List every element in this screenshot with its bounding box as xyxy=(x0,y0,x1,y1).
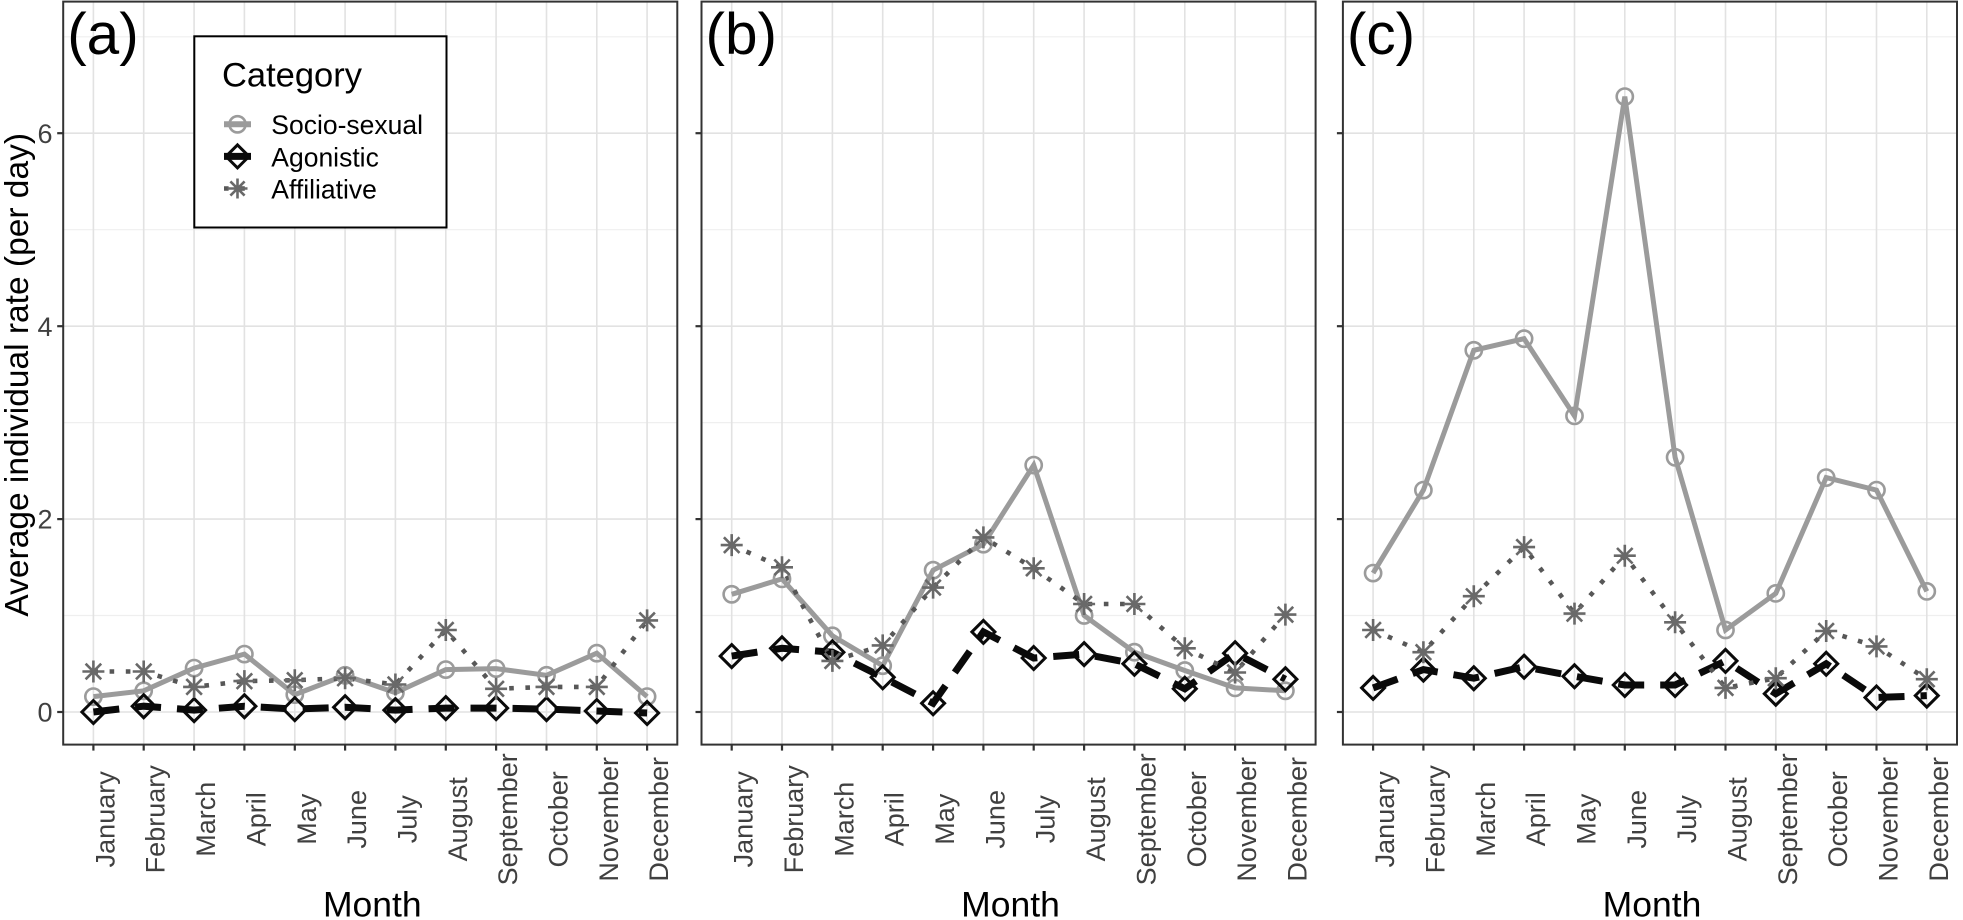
svg-text:January: January xyxy=(729,771,759,868)
svg-text:2: 2 xyxy=(37,505,52,535)
svg-text:(b): (b) xyxy=(706,2,778,67)
svg-text:January: January xyxy=(90,771,120,868)
svg-text:Agonistic: Agonistic xyxy=(271,142,379,172)
svg-text:Category: Category xyxy=(222,57,363,95)
svg-text:0: 0 xyxy=(37,698,52,728)
svg-text:September: September xyxy=(1131,753,1161,885)
svg-text:June: June xyxy=(342,790,372,849)
svg-text:May: May xyxy=(292,793,322,845)
svg-text:August: August xyxy=(443,777,473,862)
svg-text:October: October xyxy=(544,771,574,867)
svg-text:December: December xyxy=(1282,757,1312,882)
svg-text:March: March xyxy=(1471,782,1501,857)
svg-text:December: December xyxy=(1924,757,1954,882)
svg-text:February: February xyxy=(1420,765,1450,874)
svg-text:May: May xyxy=(930,793,960,845)
svg-text:April: April xyxy=(1521,792,1551,846)
svg-text:January: January xyxy=(1370,771,1400,868)
svg-text:Month: Month xyxy=(1603,885,1702,920)
svg-text:February: February xyxy=(141,765,171,874)
svg-text:Affiliative: Affiliative xyxy=(271,174,377,204)
svg-text:6: 6 xyxy=(37,119,52,149)
svg-text:August: August xyxy=(1723,777,1753,862)
svg-text:September: September xyxy=(493,753,523,885)
svg-text:July: July xyxy=(1031,795,1061,844)
svg-text:June: June xyxy=(980,790,1010,849)
svg-text:September: September xyxy=(1773,753,1803,885)
svg-text:Socio-sexual: Socio-sexual xyxy=(271,110,423,140)
svg-text:March: March xyxy=(191,782,221,857)
svg-text:November: November xyxy=(1874,757,1904,882)
svg-text:July: July xyxy=(392,795,422,844)
svg-text:Average individual rate (per d: Average individual rate (per day) xyxy=(0,133,36,617)
svg-text:April: April xyxy=(241,792,271,846)
svg-text:March: March xyxy=(829,782,859,857)
svg-text:Month: Month xyxy=(961,885,1060,920)
svg-text:May: May xyxy=(1572,793,1602,845)
svg-text:(c): (c) xyxy=(1347,2,1415,67)
svg-text:June: June xyxy=(1622,790,1652,849)
svg-text:October: October xyxy=(1823,771,1853,867)
svg-text:August: August xyxy=(1081,777,1111,862)
svg-text:October: October xyxy=(1182,771,1212,867)
svg-text:February: February xyxy=(779,765,809,874)
svg-text:Month: Month xyxy=(323,885,422,920)
svg-text:April: April xyxy=(880,792,910,846)
svg-text:(a): (a) xyxy=(67,2,139,67)
svg-text:November: November xyxy=(594,757,624,882)
svg-text:July: July xyxy=(1672,795,1702,844)
svg-text:November: November xyxy=(1232,757,1262,882)
svg-text:December: December xyxy=(644,757,674,882)
svg-text:4: 4 xyxy=(37,312,52,342)
